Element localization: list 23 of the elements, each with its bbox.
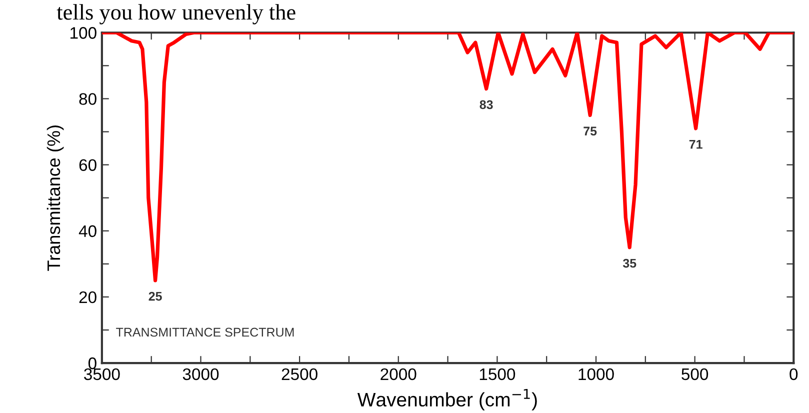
x-axis-title: Wavenumber (cm$^{−1}$) xyxy=(357,388,537,410)
x-tick-label: 500 xyxy=(682,368,708,380)
y-tick-label: 80 xyxy=(79,93,96,105)
x-tick-label: 3000 xyxy=(182,368,219,380)
text: tells you how unevenly the xyxy=(56,4,296,24)
annotation: 83 xyxy=(480,100,493,110)
x-tick-label: 1500 xyxy=(480,368,516,380)
x-tick-label: 1000 xyxy=(578,368,614,380)
y-tick-label: 40 xyxy=(78,225,96,238)
annotation: 71 xyxy=(689,140,702,149)
annotation: 35 xyxy=(622,258,636,268)
y-tick-label: 60 xyxy=(79,159,96,171)
x-tick-label: 3500 xyxy=(84,368,120,380)
y-tick-label: 0 xyxy=(88,357,96,370)
x-tick-label: 2500 xyxy=(282,368,318,380)
annotation: 25 xyxy=(148,292,162,301)
annotation: 75 xyxy=(584,126,597,136)
y-axis-title: Transmittance (%) xyxy=(46,126,64,271)
annotation: TRANSMITTANCE SPECTRUM xyxy=(116,328,294,337)
x-tick-label: 2000 xyxy=(380,368,416,380)
x-tick-label: 0 xyxy=(790,368,798,380)
y-tick-label: 20 xyxy=(79,291,96,304)
y-tick-label: 100 xyxy=(70,27,96,39)
